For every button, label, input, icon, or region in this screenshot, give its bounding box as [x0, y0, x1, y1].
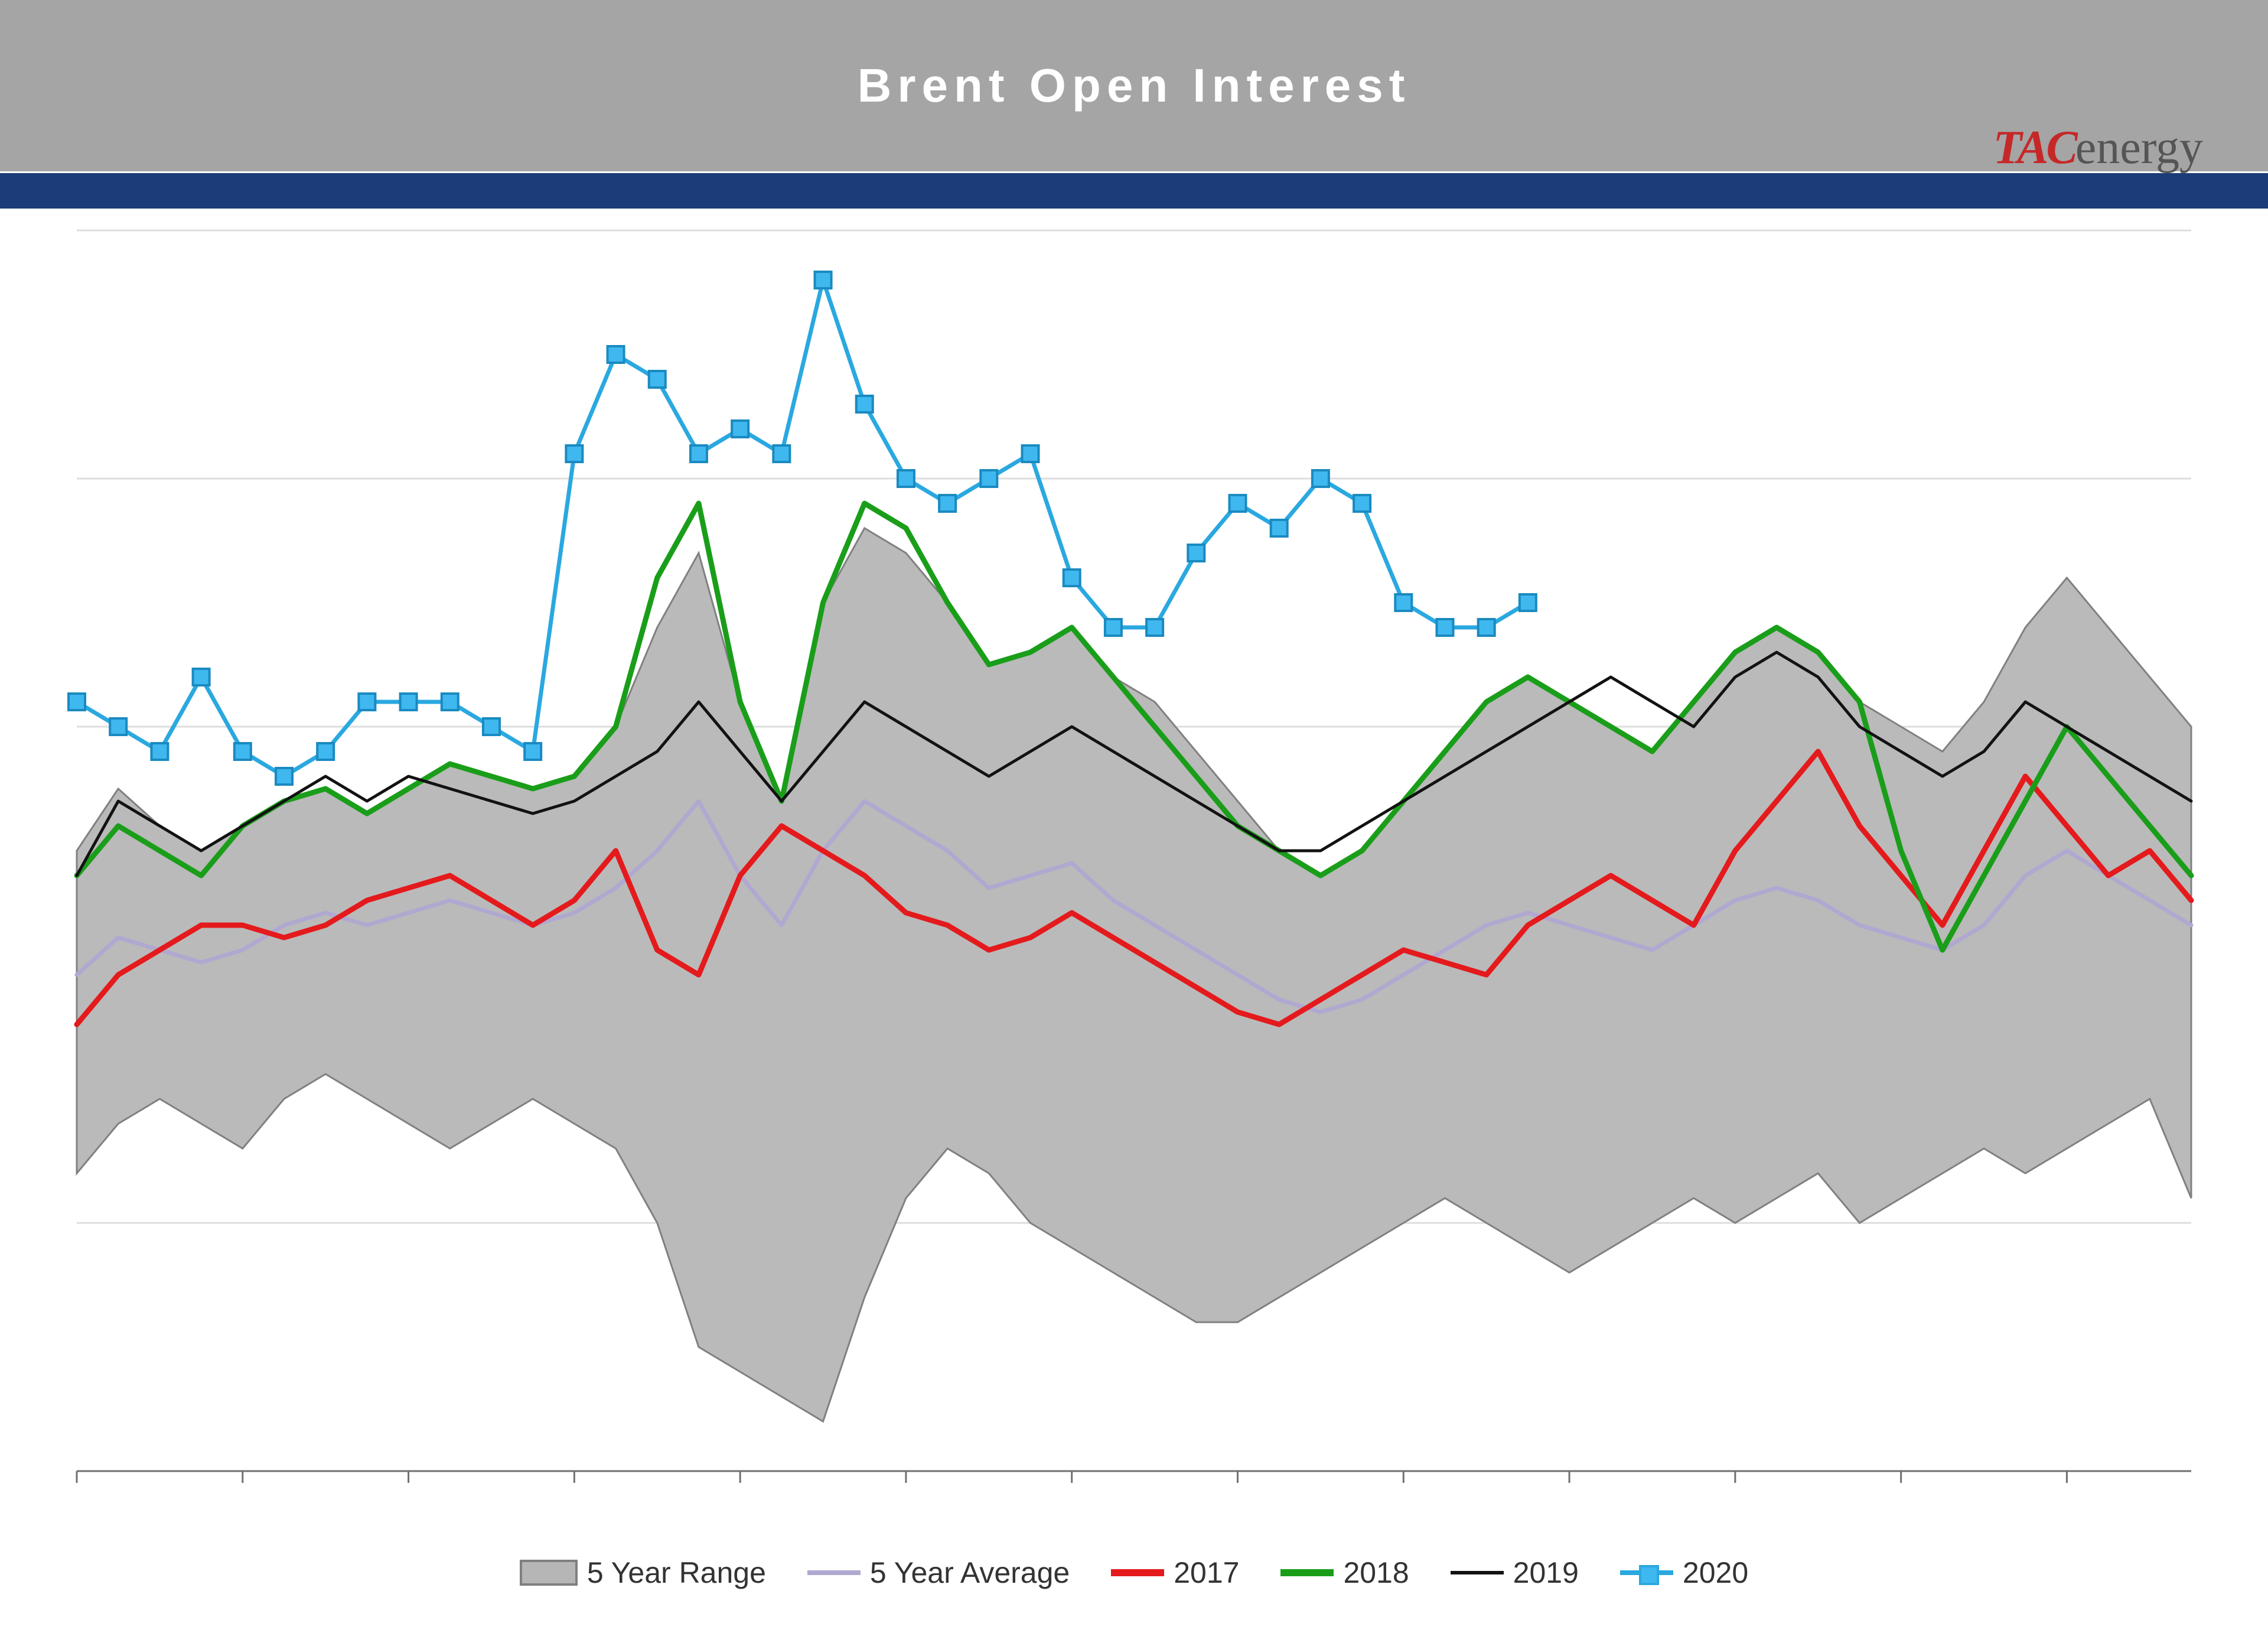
legend-label-2019: 2019	[1513, 1556, 1579, 1590]
legend-item-2019: 2019	[1451, 1556, 1579, 1590]
s2020-swatch-icon	[1620, 1570, 1673, 1575]
chart-header: Brent Open Interest	[0, 0, 2268, 171]
s2018-swatch-icon	[1280, 1569, 1334, 1576]
legend-label-range: 5 Year Range	[587, 1556, 766, 1590]
legend-item-range: 5 Year Range	[520, 1556, 766, 1590]
s2017-swatch-icon	[1111, 1569, 1164, 1576]
legend-label-2020: 2020	[1683, 1556, 1748, 1590]
chart-title: Brent Open Interest	[858, 58, 1411, 113]
legend-item-2020: 2020	[1620, 1556, 1748, 1590]
chart-svg	[65, 219, 2203, 1589]
legend-item-2017: 2017	[1111, 1556, 1239, 1590]
chart-frame: Brent Open Interest TACenergy 5 Year Ran…	[0, 0, 2268, 1643]
chart-legend: 5 Year Range 5 Year Average 2017 2018 20…	[0, 1556, 2268, 1590]
accent-bar	[0, 171, 2268, 209]
brand-tac: TAC	[1993, 122, 2075, 174]
chart-plot	[65, 219, 2203, 1589]
legend-label-2017: 2017	[1174, 1556, 1239, 1590]
avg-swatch-icon	[807, 1570, 861, 1575]
legend-label-avg: 5 Year Average	[870, 1556, 1070, 1590]
brand-energy: energy	[2075, 122, 2203, 174]
legend-item-2018: 2018	[1280, 1556, 1409, 1590]
legend-label-2018: 2018	[1343, 1556, 1409, 1590]
s2019-swatch-icon	[1451, 1571, 1504, 1574]
legend-item-avg: 5 Year Average	[807, 1556, 1070, 1590]
brand-logo: TACenergy	[1993, 124, 2203, 171]
range-swatch-icon	[520, 1560, 578, 1586]
